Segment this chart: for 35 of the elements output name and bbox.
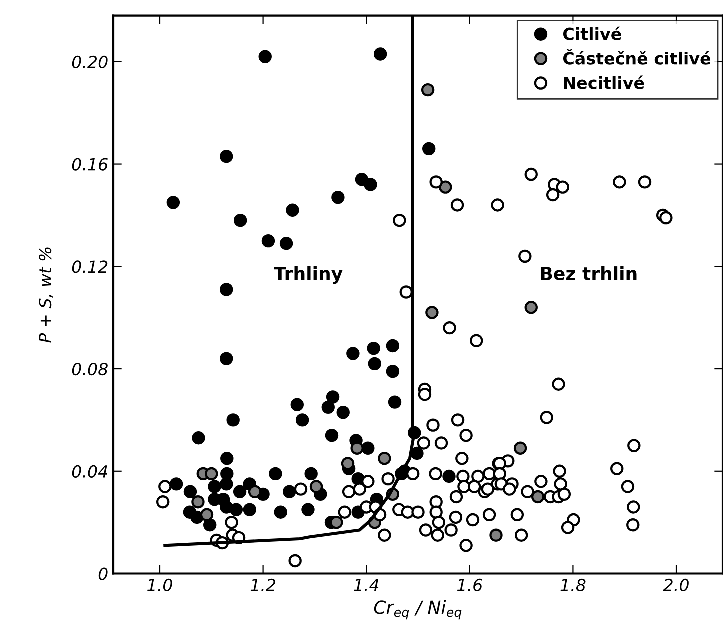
point (350, 442, 364, 455)
point (378, 452, 392, 466)
point (490, 528, 503, 542)
x-tick-label: 1.0 (148, 578, 172, 592)
legend-label: Citlivé (563, 26, 622, 40)
legend-label: Necitlivé (564, 76, 644, 90)
y-tick-label: 0.08 (72, 362, 108, 376)
point (310, 480, 324, 494)
annotation: Bez trhlin (541, 266, 637, 281)
x-axis-title: Cr$_{eq}$ / Ni$_{eq}$ (374, 600, 462, 620)
point (514, 442, 528, 455)
point (192, 496, 205, 509)
point (524, 301, 538, 314)
x-tick-label: 1.6 (457, 578, 482, 592)
point (205, 467, 218, 481)
y-tick-label: 0 (98, 568, 108, 580)
x-tick-label: 1.8 (560, 578, 586, 592)
point (330, 516, 344, 530)
annotation: Trhliny (274, 266, 343, 284)
point (248, 485, 262, 498)
y-tick-label: 0.20 (72, 56, 108, 68)
y-tick-label: 0.16 (72, 158, 108, 171)
point (421, 83, 435, 97)
point (426, 306, 439, 320)
y-tick-label: 0.12 (72, 260, 108, 274)
x-tick-label: 2.0 (663, 578, 689, 592)
legend-label: Částečně citlivé (563, 49, 711, 65)
x-tick-label: 1.2 (250, 578, 276, 592)
point (341, 457, 355, 470)
y-axis-title: P + S, wt % (39, 248, 54, 343)
point (439, 180, 452, 194)
point (200, 508, 214, 522)
x-tick-label: 1.4 (354, 579, 379, 592)
point (531, 490, 545, 504)
y-tick-label: 0.04 (72, 465, 108, 478)
